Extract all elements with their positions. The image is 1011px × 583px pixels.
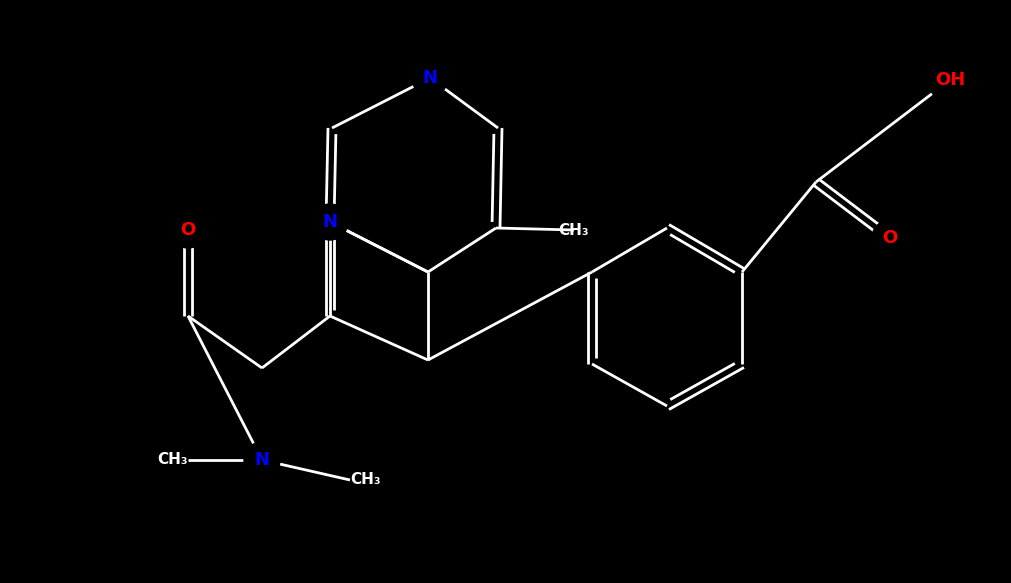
Circle shape: [311, 204, 348, 240]
Text: CH₃: CH₃: [350, 472, 380, 487]
Text: N: N: [254, 451, 269, 469]
Text: N: N: [323, 213, 337, 231]
Text: CH₃: CH₃: [158, 452, 188, 468]
Text: N: N: [422, 69, 437, 87]
Circle shape: [927, 58, 971, 102]
Circle shape: [871, 220, 907, 256]
Text: CH₃: CH₃: [558, 223, 588, 237]
Circle shape: [411, 60, 448, 96]
Circle shape: [170, 212, 206, 248]
Text: O: O: [882, 229, 897, 247]
Circle shape: [244, 442, 280, 478]
Text: O: O: [180, 221, 195, 239]
Text: OH: OH: [934, 71, 964, 89]
